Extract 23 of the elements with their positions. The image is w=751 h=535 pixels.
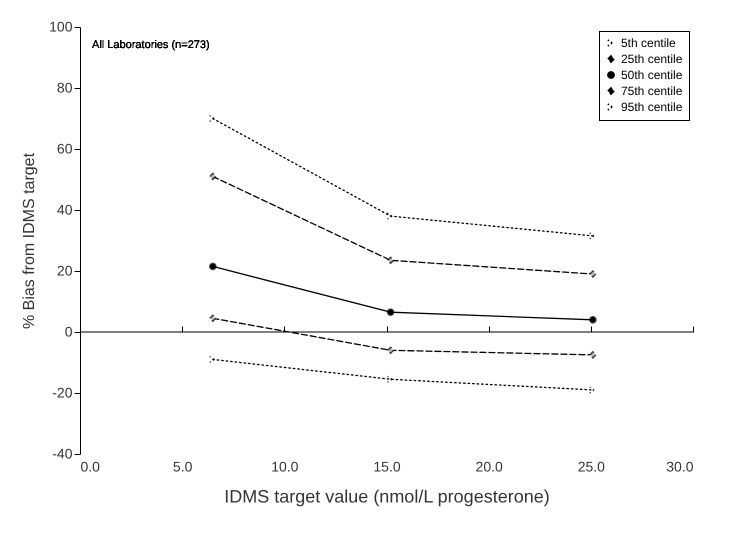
x-axis-title: IDMS target value (nmol/L progesterone) xyxy=(224,486,550,506)
x-tick-label: 0.0 xyxy=(80,458,100,474)
y-tick-label: 60 xyxy=(56,140,73,156)
legend-label: 75th centile xyxy=(621,84,683,98)
x-tick-label: 30.0 xyxy=(666,458,694,474)
x-tick-label: 15.0 xyxy=(373,458,401,474)
legend-label: 25th centile xyxy=(621,52,683,66)
y-tick-label: -20 xyxy=(52,384,73,400)
legend-label: 50th centile xyxy=(621,68,683,82)
y-tick-label: 40 xyxy=(56,202,73,218)
y-tick-label: 0 xyxy=(64,324,73,340)
y-tick-label: 100 xyxy=(49,18,73,34)
y-tick-label: 80 xyxy=(56,80,73,96)
x-tick-label: 25.0 xyxy=(578,458,606,474)
y-tick-label: -40 xyxy=(52,446,73,462)
x-tick-label: 10.0 xyxy=(271,458,299,474)
legend-label: 5th centile xyxy=(621,36,676,50)
x-tick-label: 5.0 xyxy=(172,458,193,474)
x-tick-label: 20.0 xyxy=(476,458,504,474)
annotation: All Laboratories (n=273) xyxy=(92,39,210,51)
y-tick-label: 20 xyxy=(56,262,73,278)
legend-label: 95th centile xyxy=(621,100,683,114)
y-axis-title: % Bias from IDMS target xyxy=(21,152,38,330)
